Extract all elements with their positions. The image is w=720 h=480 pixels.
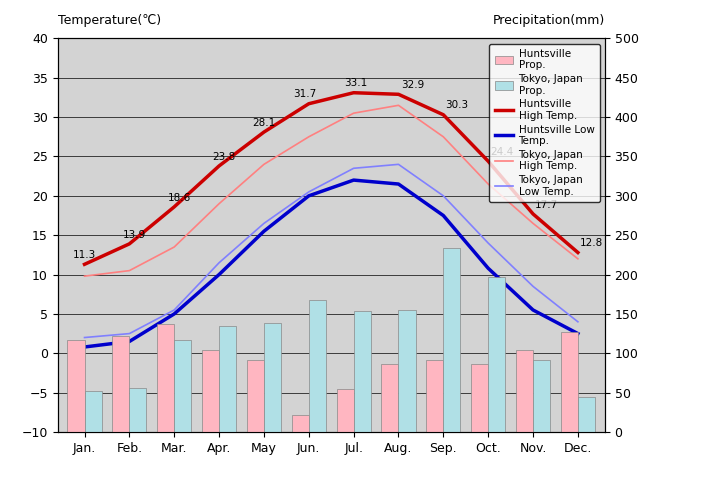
- Bar: [336, 389, 354, 432]
- Text: Precipitation(mm): Precipitation(mm): [492, 13, 605, 26]
- Text: Temperature(℃): Temperature(℃): [58, 13, 161, 26]
- Text: 30.3: 30.3: [446, 100, 469, 110]
- Text: 33.1: 33.1: [345, 78, 368, 88]
- Bar: [426, 360, 444, 432]
- Text: 12.8: 12.8: [580, 238, 603, 248]
- Text: 23.8: 23.8: [212, 152, 235, 162]
- Bar: [174, 340, 192, 432]
- Bar: [516, 350, 533, 432]
- Bar: [533, 360, 550, 432]
- Bar: [398, 310, 415, 432]
- Bar: [84, 391, 102, 432]
- Bar: [292, 415, 309, 432]
- Legend: Huntsville
Prop., Tokyo, Japan
Prop., Huntsville
High Temp., Huntsville Low
Temp: Huntsville Prop., Tokyo, Japan Prop., Hu…: [490, 44, 600, 202]
- Bar: [488, 277, 505, 432]
- Bar: [382, 364, 398, 432]
- Text: 11.3: 11.3: [73, 250, 96, 260]
- Bar: [309, 300, 326, 432]
- Text: 31.7: 31.7: [293, 89, 316, 99]
- Bar: [157, 324, 174, 432]
- Text: 32.9: 32.9: [401, 80, 424, 90]
- Bar: [202, 350, 219, 432]
- Bar: [471, 364, 488, 432]
- Text: 13.9: 13.9: [122, 229, 146, 240]
- Text: 17.7: 17.7: [535, 200, 559, 210]
- Text: 28.1: 28.1: [253, 118, 276, 128]
- Bar: [578, 397, 595, 432]
- Bar: [112, 336, 130, 432]
- Bar: [354, 311, 371, 432]
- Text: 18.6: 18.6: [168, 192, 191, 203]
- Bar: [68, 340, 84, 432]
- Bar: [264, 323, 281, 432]
- Bar: [444, 248, 460, 432]
- Text: 24.4: 24.4: [490, 147, 513, 157]
- Bar: [130, 388, 146, 432]
- Bar: [561, 332, 578, 432]
- Bar: [219, 326, 236, 432]
- Bar: [247, 360, 264, 432]
